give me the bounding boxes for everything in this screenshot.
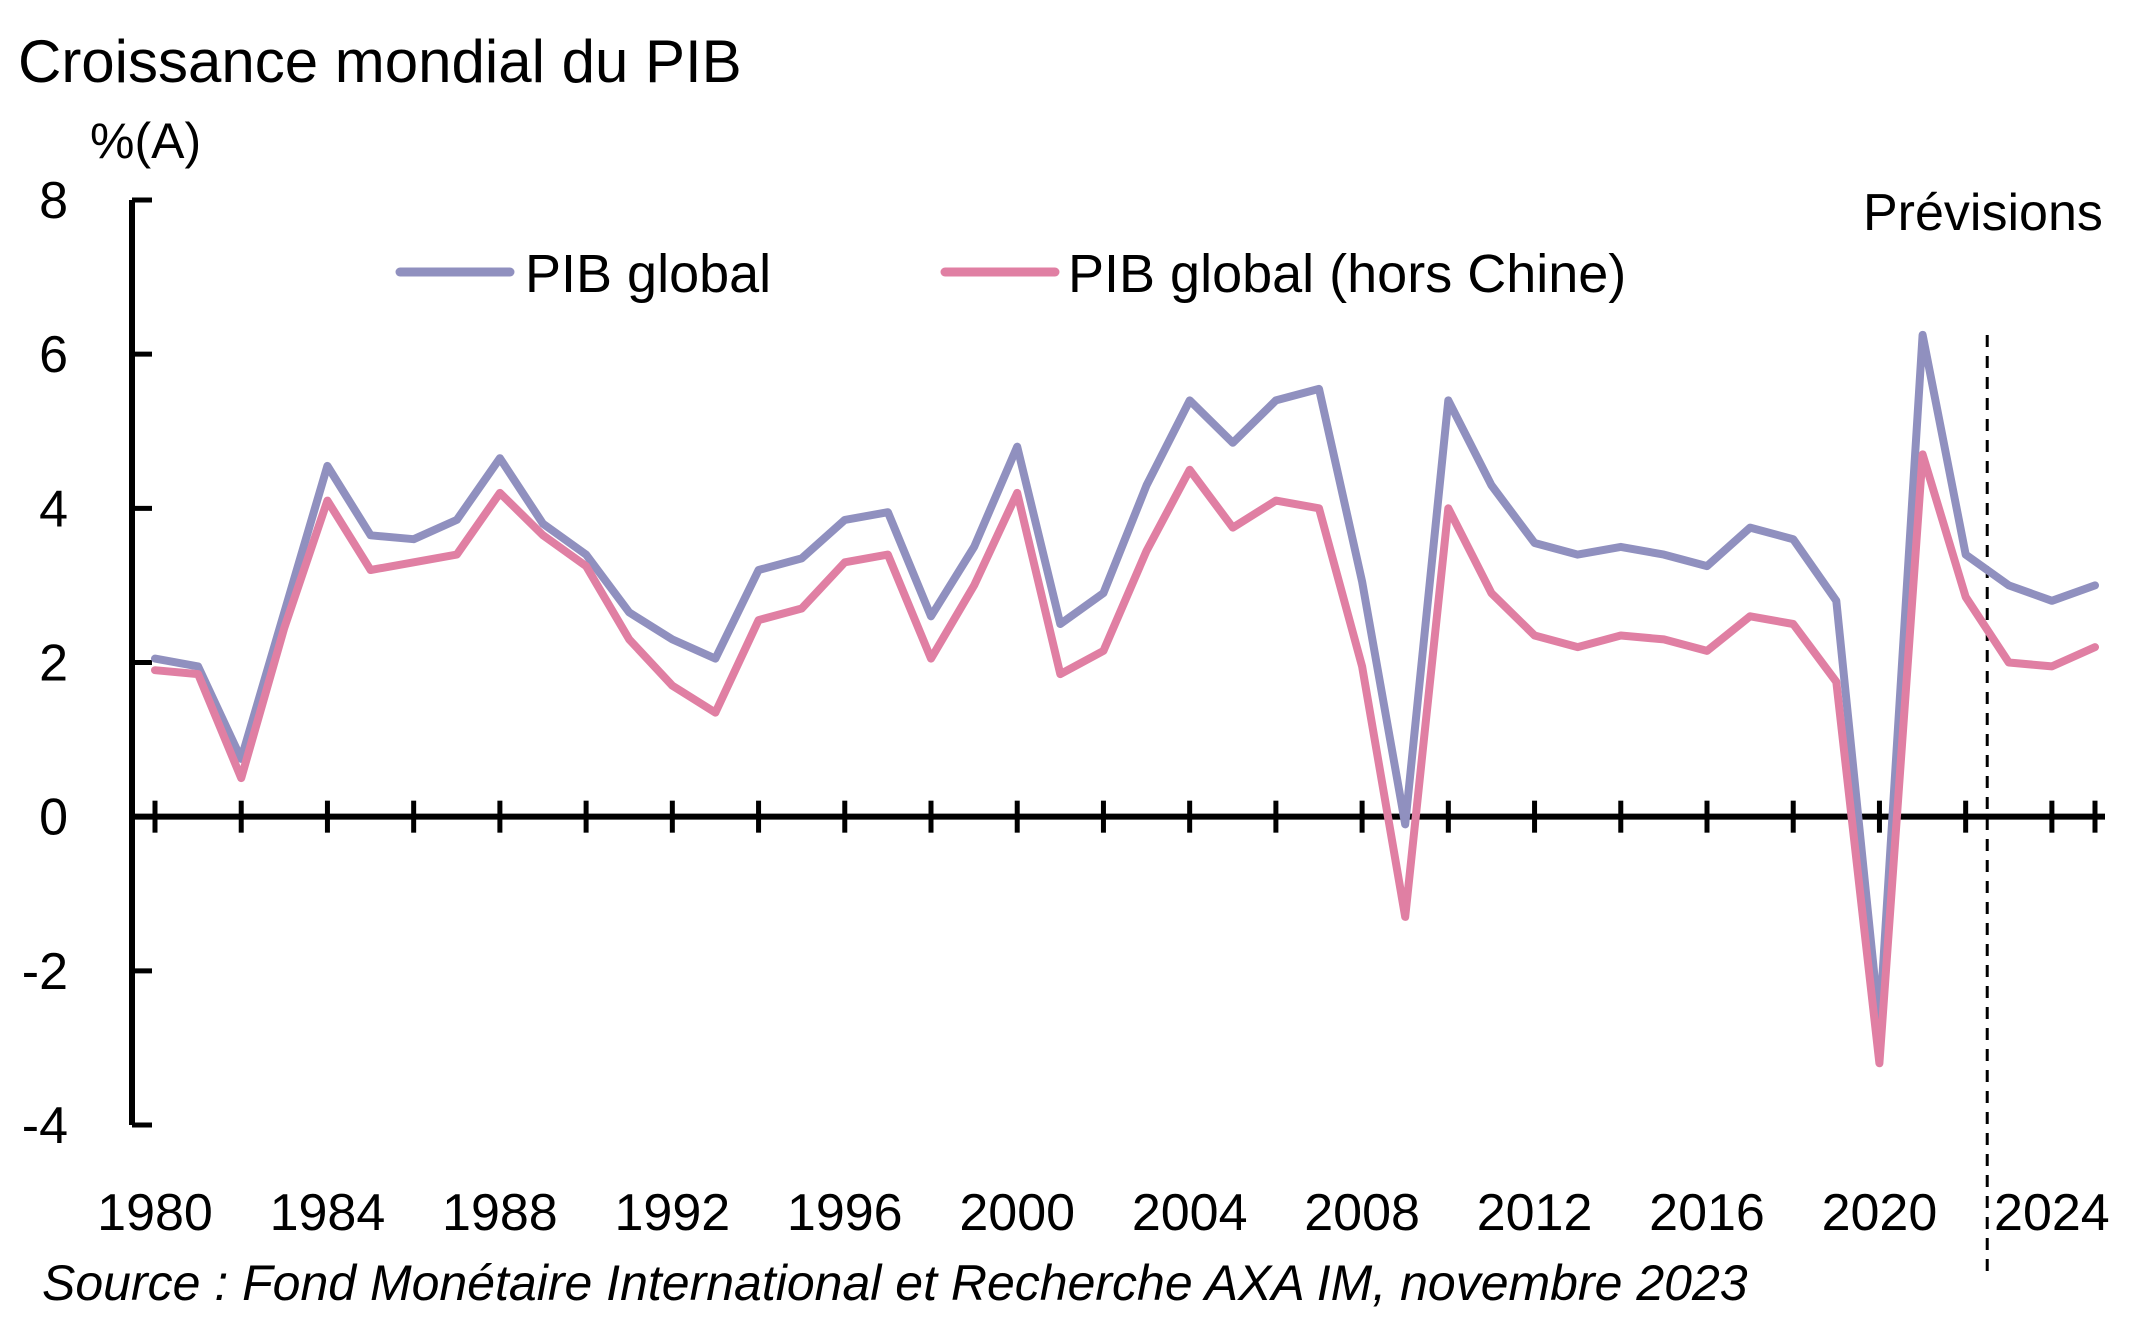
x-tick-label: 2016 [1649,1184,1765,1242]
legend-label-1: PIB global [525,244,771,304]
x-tick-label: 2012 [1477,1184,1593,1242]
x-tick-label: 2008 [1304,1184,1420,1242]
x-tick-labels: 1980 1984 1988 1992 1996 2000 2004 2008 2012 2016… [97,1184,2110,1242]
y-tick-label: -2 [22,943,68,1001]
legend-label-2: PIB global (hors Chine) [1068,244,1626,304]
x-tick-label: 2004 [1132,1184,1248,1242]
legend: PIB global PIB global (hors Chine) [395,244,1626,304]
chart-title: Croissance mondial du PIB [18,28,742,95]
axes [129,197,2105,1128]
y-tick-label: 6 [39,326,68,384]
series-lines [151,330,2099,1068]
y-axis-label: %(A) [90,113,201,169]
y-tick-label: 8 [39,172,68,230]
x-tick-label: 1988 [442,1184,558,1242]
y-tick-label: 0 [39,789,68,847]
x-tick-label: 1996 [787,1184,903,1242]
y-tick-label: -4 [22,1097,68,1155]
series-line-1 [151,330,2099,1029]
y-tick-label: 2 [39,635,68,693]
forecast-label: Prévisions [1863,184,2103,242]
x-tick-label: 2024 [1994,1184,2110,1242]
x-tick-label: 2020 [1822,1184,1938,1242]
series-line-2 [151,450,2099,1068]
x-tick-label: 1992 [614,1184,730,1242]
x-tick-label: 2000 [959,1184,1075,1242]
source-note: Source : Fond Monétaire International et… [42,1255,1748,1311]
x-tick-label: 1984 [270,1184,386,1242]
x-tick-label: 1980 [97,1184,213,1242]
y-tick-labels: 8 6 4 2 0 -2 -4 [22,172,68,1155]
y-tick-label: 4 [39,480,68,538]
